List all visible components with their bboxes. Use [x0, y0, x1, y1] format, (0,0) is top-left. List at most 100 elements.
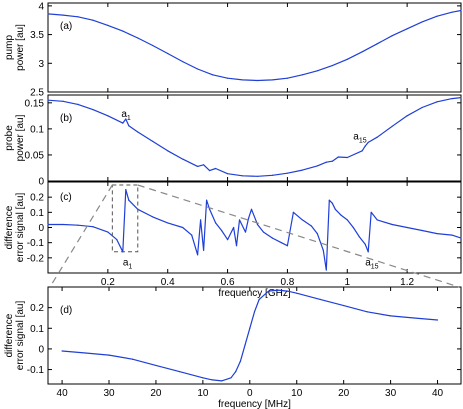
annotation: a1 — [121, 109, 131, 122]
data-point — [352, 226, 354, 229]
data-point — [413, 317, 415, 319]
y-tick-label: 0 — [38, 223, 44, 234]
data-point — [244, 231, 247, 233]
data-point — [331, 64, 333, 67]
data-point — [460, 9, 462, 12]
data-point — [191, 234, 193, 236]
data-point — [122, 122, 124, 124]
data-point — [155, 364, 157, 367]
data-point — [197, 254, 199, 256]
y-tick-label: 4 — [38, 1, 44, 12]
data-point — [286, 245, 289, 247]
data-point — [340, 214, 342, 216]
panel-label: (c) — [60, 192, 72, 203]
x-tick-label: 0.4 — [161, 277, 175, 288]
x-tick-label: 1 — [344, 277, 350, 288]
data-point — [262, 231, 265, 233]
data-point — [322, 249, 324, 251]
y-tick-label: 0.05 — [25, 150, 45, 161]
data-point — [406, 28, 408, 30]
data-point — [152, 44, 154, 47]
x-tick-label: 10 — [197, 388, 209, 399]
y-tick-label: 0.1 — [30, 208, 44, 219]
data-point — [116, 239, 118, 241]
data-point — [84, 352, 87, 354]
data-point — [61, 350, 63, 352]
y-axis-label: error signal [au] — [15, 301, 26, 371]
data-point — [358, 236, 360, 238]
y-tick-label: 3.5 — [30, 30, 44, 41]
data-point — [239, 360, 242, 362]
plot-frame — [47, 2, 462, 93]
data-point — [337, 156, 339, 158]
data-point — [211, 379, 213, 381]
data-point — [77, 16, 79, 18]
y-axis-label: difference — [4, 205, 15, 249]
data-point — [131, 358, 134, 360]
data-point — [451, 234, 453, 236]
data-point — [167, 52, 169, 55]
y-tick-label: 0.15 — [25, 98, 45, 109]
data-point — [182, 226, 184, 229]
series-line — [47, 9, 462, 82]
data-point — [128, 199, 130, 201]
data-point — [256, 175, 259, 177]
panel-c: -0.2 -0.1 0 0.1 0.2 0.2 0.4 0.6 0.8 1 1.2 differenc… — [4, 181, 462, 299]
data-point — [107, 231, 109, 233]
data-point — [331, 202, 333, 204]
y-tick-label: 0 — [38, 177, 44, 188]
panel-label: (a) — [60, 21, 72, 32]
data-point — [364, 243, 366, 245]
data-point — [200, 219, 202, 221]
data-point — [226, 173, 229, 175]
y-axis-label: error signal [au] — [15, 193, 26, 263]
zoom-box — [111, 184, 139, 253]
data-point — [182, 60, 184, 63]
data-point — [277, 289, 279, 291]
y-tick-label: 0 — [38, 344, 44, 355]
y-tick-label: -0.2 — [27, 253, 45, 264]
data-point — [436, 15, 438, 17]
data-point — [258, 298, 260, 300]
annotation: a15 — [353, 131, 366, 144]
data-point — [241, 79, 244, 81]
y-tick-label: -0.1 — [27, 238, 45, 249]
data-point — [436, 319, 439, 321]
panel-d: -0.1 0 0.1 0.2 40 30 20 10 0 10 20 30 40 difference er… — [4, 286, 462, 409]
data-point — [406, 115, 408, 117]
data-point — [271, 79, 274, 81]
data-point — [249, 327, 251, 329]
data-point — [244, 344, 246, 346]
data-point — [232, 226, 235, 229]
x-tick-label: 30 — [385, 388, 397, 399]
x-tick-label: 0.8 — [280, 277, 294, 288]
data-point — [182, 158, 184, 160]
data-point — [301, 169, 303, 171]
data-point — [122, 30, 124, 32]
x-tick-label: 0 — [247, 388, 253, 399]
data-point — [451, 98, 453, 100]
plot-frame — [47, 94, 462, 182]
panel-b: 0 0.05 0.1 0.15 probe power [au] (b) a1 a15 — [4, 94, 462, 188]
data-point — [137, 131, 139, 133]
zoom-connector-right — [137, 184, 460, 288]
data-point — [370, 211, 372, 213]
data-point — [286, 172, 289, 174]
series-line — [47, 97, 462, 177]
series-line — [62, 289, 438, 382]
data-point — [367, 141, 369, 144]
data-point — [209, 169, 211, 172]
y-tick-label: 3 — [38, 59, 44, 70]
data-point — [92, 108, 94, 111]
data-point — [256, 79, 259, 82]
data-point — [301, 74, 303, 76]
y-tick-label: 2.5 — [30, 88, 44, 99]
data-point — [62, 223, 64, 226]
data-point — [92, 19, 94, 21]
data-point — [390, 315, 392, 317]
panel-label: (b) — [60, 113, 72, 124]
x-tick-label: 40 — [57, 388, 69, 399]
data-point — [292, 211, 295, 213]
data-point — [250, 208, 253, 210]
